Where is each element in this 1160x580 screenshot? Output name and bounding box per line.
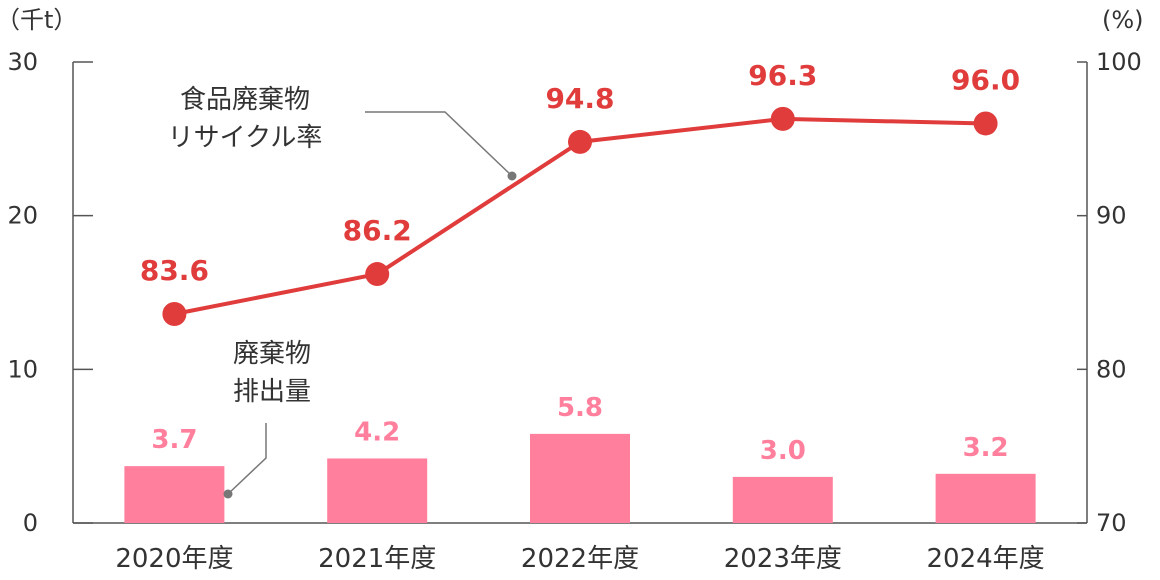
x-axis-category-labels: 2020年度 2021年度 2022年度 2023年度 2024年度 (115, 544, 1044, 574)
category-label: 2023年度 (724, 544, 842, 574)
category-label: 2024年度 (927, 544, 1045, 574)
recycle-rate-points (162, 106, 998, 327)
bar-series-leader (227, 423, 267, 495)
waste-bar (327, 458, 428, 523)
left-axis-unit: （千t） (0, 6, 77, 34)
waste-bar (732, 476, 833, 523)
waste-bar-label: 4.2 (354, 417, 400, 447)
waste-bar-label: 5.8 (557, 393, 603, 423)
waste-bars (124, 433, 1036, 523)
left-axis-ticks: 0 10 20 30 (7, 48, 93, 537)
recycle-rate-label: 86.2 (343, 214, 412, 247)
category-label: 2022年度 (521, 544, 639, 574)
bar-series-name-line2: 排出量 (233, 377, 311, 407)
recycle-rate-label: 96.3 (748, 59, 817, 92)
waste-bar (124, 466, 225, 523)
recycle-rate-point (568, 129, 592, 154)
right-axis-unit: (%) (1102, 6, 1144, 34)
waste-bar-label: 3.7 (151, 425, 197, 455)
line-series-leader-dot (507, 171, 517, 181)
right-tick-label: 100 (1096, 48, 1142, 76)
recycle-rate-label: 83.6 (140, 254, 209, 287)
waste-bar (935, 473, 1036, 523)
left-tick-label: 30 (7, 48, 38, 76)
recycle-rate-point (365, 262, 390, 287)
recycle-rate-point (162, 302, 187, 327)
category-label: 2020年度 (115, 544, 233, 574)
recycle-rate-labels: 83.6 86.2 94.8 96.3 96.0 (140, 59, 1020, 287)
line-series-leader (365, 111, 513, 177)
waste-bar-labels: 3.7 4.2 5.8 3.0 3.2 (151, 393, 1008, 466)
right-axis-ticks: 70 80 90 100 (1077, 48, 1142, 537)
line-series-name-line1: 食品廃棄物 (180, 85, 310, 115)
waste-bar-label: 3.2 (963, 433, 1009, 463)
left-tick-label: 0 (23, 509, 38, 537)
category-label: 2021年度 (318, 544, 436, 574)
waste-bar (530, 433, 630, 523)
waste-bar-label: 3.0 (760, 436, 806, 466)
recycle-rate-point (770, 106, 795, 131)
left-tick-label: 20 (7, 202, 38, 230)
right-tick-label: 70 (1096, 509, 1127, 537)
right-tick-label: 90 (1096, 202, 1127, 230)
recycle-rate-point (973, 111, 998, 136)
line-series-name-line2: リサイクル率 (168, 123, 323, 153)
left-tick-label: 10 (7, 355, 38, 383)
recycle-rate-label: 94.8 (545, 82, 614, 115)
bar-series-leader-dot (223, 489, 233, 499)
bar-series-name-line1: 廃棄物 (233, 339, 311, 369)
right-tick-label: 80 (1096, 355, 1127, 383)
recycle-rate-label: 96.0 (951, 63, 1020, 96)
